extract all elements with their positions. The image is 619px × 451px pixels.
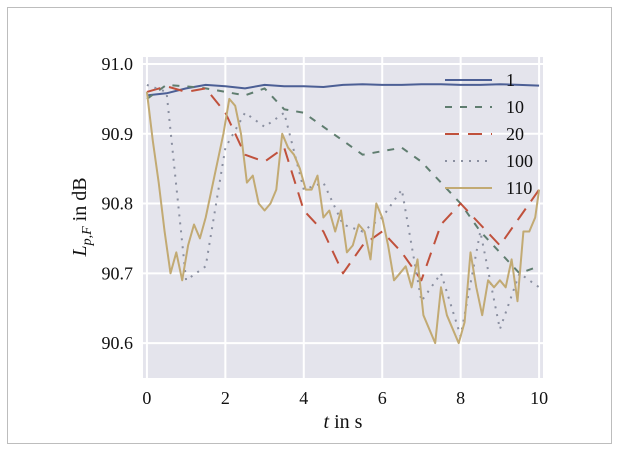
y-tick-label: 90.8 [102,194,134,214]
x-tick-label: 2 [221,388,230,408]
y-axis-label: Lp,F in dB [69,177,95,257]
legend-label: 20 [506,124,524,144]
legend-label: 100 [506,151,533,171]
x-tick-label: 8 [456,388,465,408]
y-axis-label-unit: in dB [69,177,91,226]
plot-area [143,57,543,378]
y-tick-label: 90.7 [102,263,134,283]
x-tick-label: 6 [378,388,387,408]
x-tick-label: 0 [142,388,151,408]
legend-label: 10 [506,97,524,117]
legend-label: 110 [506,178,532,198]
series-line-1 [146,83,540,97]
x-tick-labels: 0 2 4 6 8 10 [142,388,548,408]
y-tick-labels: 91.0 90.9 90.8 90.7 90.6 [102,54,134,353]
y-tick-label: 90.6 [102,333,134,353]
series-line-110 [145,91,541,345]
x-axis-label-var: t [324,411,330,433]
y-tick-label: 90.9 [102,124,134,144]
series-line-20 [146,85,540,282]
y-axis-label-subscript: p,F [80,226,95,247]
x-tick-label: 10 [530,388,548,408]
y-axis-label-symbol: L [69,245,91,257]
y-tick-label: 91.0 [102,54,134,74]
x-axis-label-unit: in s [329,411,363,433]
series-layer [145,83,541,345]
x-tick-label: 4 [299,388,308,408]
x-axis-label: t in s [324,411,363,433]
legend-label: 1 [506,70,515,90]
